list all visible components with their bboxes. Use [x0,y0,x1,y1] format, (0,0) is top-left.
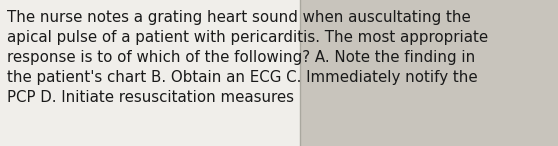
Text: The nurse notes a grating heart sound when auscultating the
apical pulse of a pa: The nurse notes a grating heart sound wh… [7,10,488,105]
FancyBboxPatch shape [300,0,558,146]
